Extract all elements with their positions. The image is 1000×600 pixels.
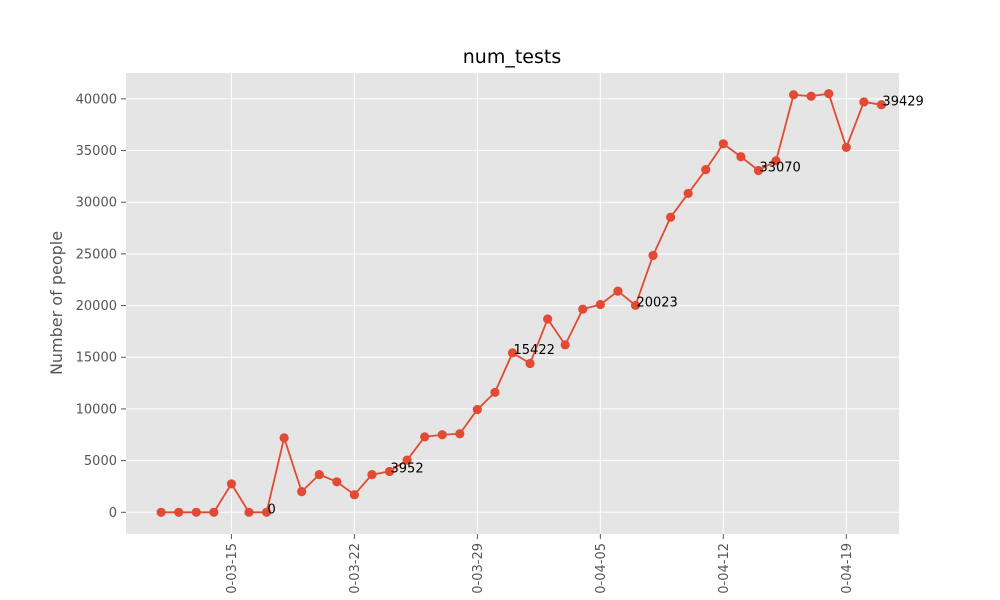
- y-tick-label: 5000: [84, 454, 117, 469]
- data-point: [753, 165, 764, 176]
- data-point: [595, 299, 605, 310]
- data-point: [718, 139, 728, 149]
- x-tick-label: 0-04-05: [594, 543, 609, 594]
- y-tick-label: 15000: [76, 351, 117, 366]
- y-tick-label: 25000: [76, 247, 117, 262]
- data-point: [226, 479, 237, 489]
- data-point: [560, 340, 570, 350]
- data-point: [841, 142, 851, 153]
- chart-title: num_tests: [463, 46, 561, 68]
- data-point: [174, 507, 184, 517]
- data-point: [736, 152, 746, 162]
- data-point: [806, 91, 816, 101]
- x-tick-label: 0-03-22: [348, 543, 363, 594]
- data-point: [490, 387, 500, 397]
- data-point: [859, 97, 869, 107]
- data-point: [156, 507, 166, 517]
- data-point: [543, 314, 553, 324]
- y-tick-label: 30000: [76, 196, 117, 211]
- x-tick-label: 0-04-19: [840, 543, 855, 594]
- data-point: [437, 430, 447, 440]
- data-point: [279, 433, 289, 443]
- data-point: [507, 348, 518, 358]
- data-point: [824, 89, 834, 99]
- data-point: [666, 212, 676, 222]
- plot-area: [126, 73, 899, 534]
- data-point: [648, 250, 658, 261]
- data-label: 39429: [882, 95, 923, 110]
- data-point: [191, 507, 201, 517]
- data-point: [420, 432, 430, 442]
- data-point: [402, 455, 412, 465]
- y-axis-label: Number of people: [47, 231, 66, 375]
- series-num-tests: [156, 89, 887, 517]
- data-label: 0: [268, 502, 276, 517]
- annotations: 0 3952 15422 20023 33070 39429: [268, 95, 924, 518]
- data-point: [332, 477, 342, 487]
- y-tick-label: 0: [109, 506, 117, 521]
- data-point: [788, 90, 799, 100]
- data-label: 33070: [759, 160, 800, 175]
- data-point: [297, 487, 307, 497]
- x-tick-label: 0-04-12: [717, 543, 732, 594]
- data-point: [525, 358, 535, 369]
- y-tick-label: 20000: [76, 299, 117, 314]
- data-point: [367, 469, 377, 480]
- data-point: [701, 165, 711, 175]
- y-axis: 0 5000 10000 15000 20000 25000 30000 35000 40000: [76, 92, 126, 521]
- data-point: [683, 188, 693, 199]
- x-axis: 0-03-15 0-03-22 0-03-29 0-04-05 0-04-12 0-04-…: [225, 534, 855, 594]
- data-point: [349, 490, 359, 500]
- data-point: [384, 466, 395, 477]
- x-tick-label: 0-03-29: [471, 543, 486, 594]
- data-point: [455, 429, 465, 439]
- y-tick-label: 10000: [76, 402, 117, 417]
- data-point: [314, 469, 324, 480]
- data-point: [244, 507, 254, 517]
- y-tick-label: 40000: [76, 92, 117, 107]
- data-point: [261, 507, 272, 517]
- data-point: [613, 286, 623, 296]
- data-point: [876, 100, 887, 110]
- data-point: [209, 507, 219, 517]
- data-label: 15422: [514, 343, 555, 358]
- y-tick-label: 35000: [76, 144, 117, 159]
- x-tick-label: 0-03-15: [225, 543, 240, 594]
- data-point: [771, 156, 781, 166]
- data-point: [630, 300, 641, 310]
- data-label: 3952: [391, 461, 424, 476]
- data-label: 20023: [636, 295, 677, 310]
- data-point: [472, 404, 482, 415]
- data-point: [578, 304, 588, 314]
